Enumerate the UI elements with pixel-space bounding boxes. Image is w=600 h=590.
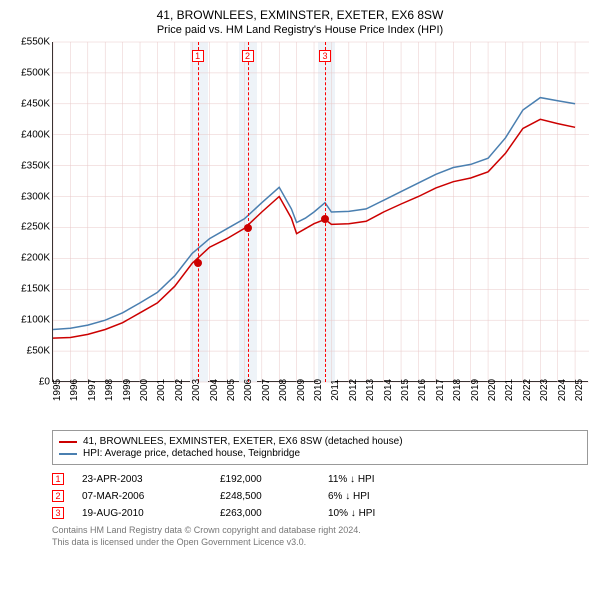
x-tick-label: 2005 [226, 379, 237, 401]
marker-box: 3 [319, 50, 331, 62]
legend-label: 41, BROWNLEES, EXMINSTER, EXETER, EX6 8S… [83, 436, 403, 447]
x-tick-label: 2017 [435, 379, 446, 401]
footer-line: This data is licensed under the Open Gov… [52, 537, 588, 549]
y-tick-label: £400K [21, 129, 50, 140]
x-tick-label: 2011 [330, 379, 341, 401]
legend-swatch [59, 441, 77, 443]
table-row: 2 07-MAR-2006 £248,500 6% ↓ HPI [52, 490, 588, 502]
y-tick-label: £550K [21, 37, 50, 48]
y-tick-label: £300K [21, 191, 50, 202]
marker-dot [321, 215, 329, 223]
chart-container: 41, BROWNLEES, EXMINSTER, EXETER, EX6 8S… [0, 0, 600, 590]
x-tick-label: 2014 [383, 379, 394, 401]
txn-price: £248,500 [220, 491, 310, 502]
plot-region: 1 2 3 [52, 42, 588, 382]
page-title: 41, BROWNLEES, EXMINSTER, EXETER, EX6 8S… [12, 8, 588, 22]
marker-vline [248, 42, 249, 382]
txn-pct: 10% ↓ HPI [328, 508, 428, 519]
marker-badge: 1 [52, 473, 64, 485]
x-tick-label: 2023 [539, 379, 550, 401]
txn-date: 23-APR-2003 [82, 474, 202, 485]
marker-dot [244, 224, 252, 232]
marker-badge: 3 [52, 507, 64, 519]
x-tick-label: 2010 [313, 379, 324, 401]
y-tick-label: £500K [21, 67, 50, 78]
chart-svg [53, 42, 589, 382]
x-tick-label: 1995 [52, 379, 63, 401]
footer-attribution: Contains HM Land Registry data © Crown c… [52, 525, 588, 548]
y-tick-label: £450K [21, 98, 50, 109]
y-tick-label: £200K [21, 253, 50, 264]
legend-swatch [59, 453, 77, 455]
y-tick-label: £350K [21, 160, 50, 171]
y-tick-label: £250K [21, 222, 50, 233]
marker-badge: 2 [52, 490, 64, 502]
x-tick-label: 1998 [104, 379, 115, 401]
txn-pct: 11% ↓ HPI [328, 474, 428, 485]
x-tick-label: 2022 [522, 379, 533, 401]
y-tick-label: £100K [21, 315, 50, 326]
x-tick-label: 2013 [365, 379, 376, 401]
x-tick-label: 2008 [278, 379, 289, 401]
x-tick-label: 2006 [243, 379, 254, 401]
y-tick-label: £150K [21, 284, 50, 295]
y-axis: £0£50K£100K£150K£200K£250K£300K£350K£400… [12, 42, 52, 382]
x-tick-label: 2009 [296, 379, 307, 401]
x-tick-label: 2025 [574, 379, 585, 401]
table-row: 1 23-APR-2003 £192,000 11% ↓ HPI [52, 473, 588, 485]
x-tick-label: 2024 [557, 379, 568, 401]
chart-area: £0 £50K £100K £150K £200K £250K £300K £350K £400… [12, 42, 588, 402]
marker-vline [325, 42, 326, 382]
x-tick-label: 2019 [470, 379, 481, 401]
y-tick-label: £50K [27, 346, 50, 357]
x-tick-label: 2000 [139, 379, 150, 401]
x-tick-label: 2015 [400, 379, 411, 401]
x-tick-label: 1996 [69, 379, 80, 401]
x-tick-label: 2003 [191, 379, 202, 401]
legend-label: HPI: Average price, detached house, Teig… [83, 448, 300, 459]
x-axis: 1995199619971998199920002001200220032004… [52, 386, 588, 406]
table-row: 3 19-AUG-2010 £263,000 10% ↓ HPI [52, 507, 588, 519]
x-tick-label: 2004 [209, 379, 220, 401]
x-tick-label: 2002 [174, 379, 185, 401]
x-tick-label: 2001 [156, 379, 167, 401]
x-tick-label: 1999 [122, 379, 133, 401]
x-tick-label: 2016 [417, 379, 428, 401]
transaction-table: 1 23-APR-2003 £192,000 11% ↓ HPI 2 07-MA… [52, 473, 588, 519]
marker-vline [198, 42, 199, 382]
x-tick-label: 1997 [87, 379, 98, 401]
x-tick-label: 2012 [348, 379, 359, 401]
marker-dot [194, 259, 202, 267]
txn-price: £192,000 [220, 474, 310, 485]
marker-box: 2 [242, 50, 254, 62]
legend-item-hpi: HPI: Average price, detached house, Teig… [59, 448, 581, 459]
txn-date: 19-AUG-2010 [82, 508, 202, 519]
txn-date: 07-MAR-2006 [82, 491, 202, 502]
x-tick-label: 2007 [261, 379, 272, 401]
x-tick-label: 2018 [452, 379, 463, 401]
x-tick-label: 2021 [504, 379, 515, 401]
page-subtitle: Price paid vs. HM Land Registry's House … [12, 24, 588, 36]
txn-pct: 6% ↓ HPI [328, 491, 428, 502]
legend: 41, BROWNLEES, EXMINSTER, EXETER, EX6 8S… [52, 430, 588, 465]
x-tick-label: 2020 [487, 379, 498, 401]
footer-line: Contains HM Land Registry data © Crown c… [52, 525, 588, 537]
y-tick-label: £0 [39, 377, 50, 388]
txn-price: £263,000 [220, 508, 310, 519]
marker-box: 1 [192, 50, 204, 62]
legend-item-property: 41, BROWNLEES, EXMINSTER, EXETER, EX6 8S… [59, 436, 581, 447]
